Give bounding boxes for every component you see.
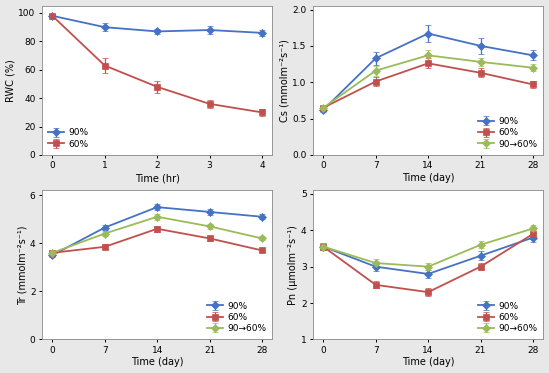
Y-axis label: Cs (mmolm⁻²s⁻¹): Cs (mmolm⁻²s⁻¹) (279, 39, 289, 122)
Legend: 90%, 60%, 90→60%: 90%, 60%, 90→60% (205, 300, 268, 335)
Legend: 90%, 60%, 90→60%: 90%, 60%, 90→60% (477, 115, 539, 150)
Legend: 90%, 60%, 90→60%: 90%, 60%, 90→60% (477, 300, 539, 335)
Y-axis label: Tr (mmolm⁻²s⁻¹): Tr (mmolm⁻²s⁻¹) (17, 225, 27, 305)
X-axis label: Time (day): Time (day) (131, 357, 183, 367)
X-axis label: Time (hr): Time (hr) (135, 173, 180, 183)
X-axis label: Time (day): Time (day) (402, 173, 455, 183)
Y-axis label: Pn (μmolm⁻²s⁻¹): Pn (μmolm⁻²s⁻¹) (288, 225, 298, 305)
X-axis label: Time (day): Time (day) (402, 357, 455, 367)
Y-axis label: RWC (%): RWC (%) (5, 59, 15, 102)
Legend: 90%, 60%: 90%, 60% (46, 126, 90, 150)
